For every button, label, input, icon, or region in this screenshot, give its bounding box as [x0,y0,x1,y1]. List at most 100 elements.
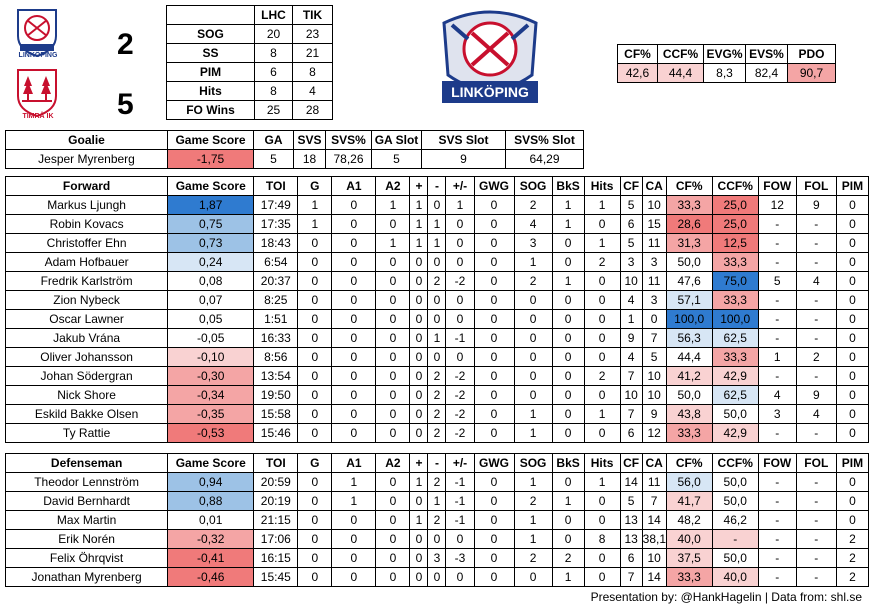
plus-minus: -2 [445,404,475,424]
player-name: Max Martin [4,510,169,530]
sog: 1 [513,404,553,424]
bks: 1 [551,214,585,234]
goals: 0 [297,328,333,348]
ccf-pct: 62,5 [711,328,759,348]
minus: 0 [427,347,447,367]
bks: 1 [551,195,585,215]
ca: 10 [641,366,667,386]
cf: 10 [619,385,643,405]
team-stat-away: 4 [292,81,333,101]
team-stat-home: 6 [254,62,293,82]
plus: 0 [409,385,429,405]
plus: 1 [409,195,429,215]
fol: - [795,290,837,310]
table-row: Fredrik Karlström 0,08 20:37 0 0 0 0 2 -2 0 2 1 0 10 1… [4,271,870,291]
column-header: Defenseman [4,453,169,473]
column-header: FOL [795,453,837,473]
goalie-header: SVS% Slot [505,130,584,150]
plus: 0 [409,271,429,291]
sog: 1 [513,252,553,272]
game-score: 0,01 [167,510,255,530]
team-stat-away: 21 [292,43,333,63]
bks: 0 [551,309,585,329]
team-stat-home: 20 [254,24,293,44]
away-logo-text: TIMRÅ IK [22,113,54,120]
advanced-stats-table: CF% CCF% EVG% EVS% PDO 42,6 44,4 8,3 82,… [617,44,836,83]
goalie-header: Game Score [167,130,254,150]
column-header: A1 [331,176,377,196]
ccf-pct: 50,0 [711,491,759,511]
cf-pct: 40,0 [665,529,713,549]
toi: 13:54 [253,366,299,386]
pim: 0 [835,366,870,386]
sog: 4 [513,214,553,234]
column-header: G [297,453,333,473]
ccf-pct: 50,0 [711,472,759,492]
column-header: Game Score [167,453,255,473]
fol: - [795,252,837,272]
ccf-pct: 75,0 [711,271,759,291]
a1: 0 [331,385,377,405]
cf: 4 [619,347,643,367]
a1: 0 [331,195,377,215]
game-score: 0,73 [167,233,255,253]
goals: 0 [297,491,333,511]
defense-header-row: Defenseman Game Score TOI G A1 A2 + - +/- GWG SOG B… [4,453,870,473]
a1: 0 [331,366,377,386]
fol: - [795,233,837,253]
player-name: Jonathan Myrenberg [4,567,169,587]
cf: 13 [619,510,643,530]
goals: 0 [297,233,333,253]
a1: 0 [331,567,377,587]
fow: 3 [757,404,797,424]
cf: 5 [619,233,643,253]
fol: 9 [795,195,837,215]
game-score: 0,24 [167,252,255,272]
ca: 0 [641,309,667,329]
cf-pct: 57,1 [665,290,713,310]
a2: 1 [375,233,411,253]
fow: - [757,529,797,549]
adv-header: CCF% [657,44,704,64]
a2: 0 [375,290,411,310]
fow: - [757,423,797,443]
toi: 17:35 [253,214,299,234]
table-row: Jakub Vrána -0,05 16:33 0 0 0 0 1 -1 0 0 0 0 9 7 56,3 62… [4,328,870,348]
fol: - [795,510,837,530]
hits: 1 [583,472,621,492]
a1: 0 [331,510,377,530]
fol: - [795,529,837,549]
ccf-pct: 42,9 [711,366,759,386]
ca: 10 [641,385,667,405]
sog: 2 [513,491,553,511]
goals: 1 [297,214,333,234]
cf-pct: 44,4 [665,347,713,367]
toi: 16:33 [253,328,299,348]
fow: - [757,366,797,386]
player-name: Oliver Johansson [4,347,169,367]
hits: 8 [583,529,621,549]
ccf-pct: 100,0 [711,309,759,329]
fol: - [795,366,837,386]
table-row: Erik Norén -0,32 17:06 0 0 0 0 0 0 0 1 0 8 13 38,1 40,0… [4,529,870,549]
game-score: 0,94 [167,472,255,492]
column-header: TOI [253,176,299,196]
cf-pct: 28,6 [665,214,713,234]
column-header: CA [641,176,667,196]
column-header: +/- [445,453,475,473]
ccf-pct: 33,3 [711,347,759,367]
footer-credit: Presentation by: @HankHagelin | Data fro… [590,590,862,604]
player-name: Nick Shore [4,385,169,405]
column-header: + [409,176,429,196]
gwg: 0 [473,404,515,424]
column-header: CF [619,176,643,196]
pim: 2 [835,548,870,568]
home-logo-text: LINKÖPING [18,52,58,59]
plus: 0 [409,328,429,348]
cf-pct: 50,0 [665,252,713,272]
column-header: Hits [583,176,621,196]
gwg: 0 [473,567,515,587]
toi: 6:54 [253,252,299,272]
hits: 1 [583,404,621,424]
ca: 3 [641,290,667,310]
